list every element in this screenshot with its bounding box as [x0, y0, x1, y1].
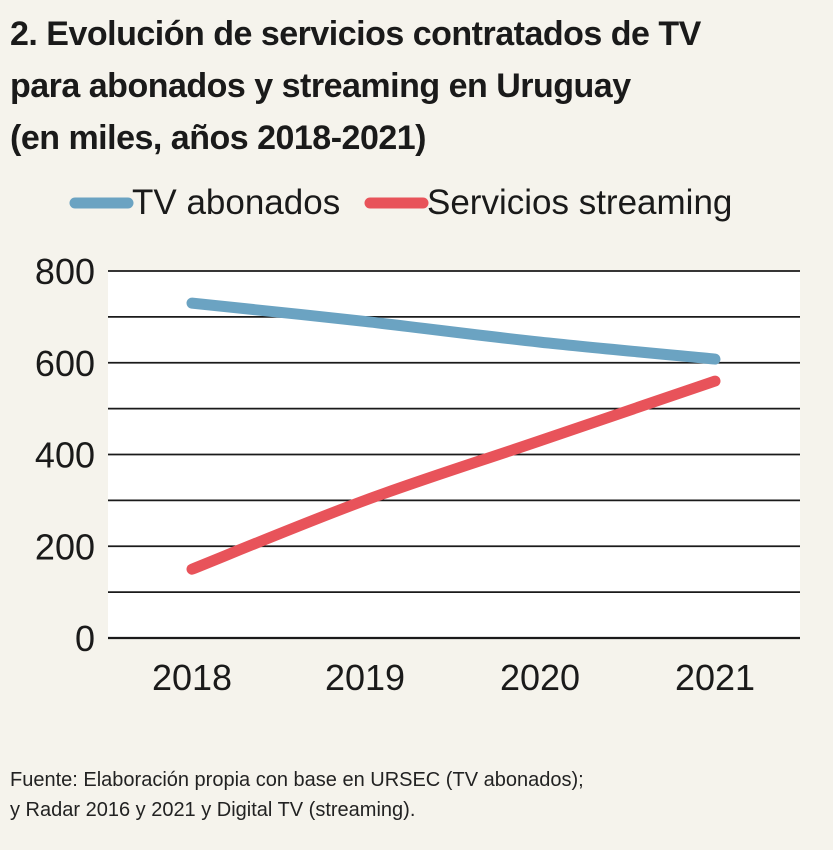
y-tick-label: 200 [35, 526, 95, 567]
x-tick-label: 2021 [675, 657, 755, 698]
y-tick-label: 400 [35, 435, 95, 476]
title-line-2: para abonados y streaming en Uruguay [10, 67, 631, 105]
series-line-tv-abonados [186, 297, 721, 365]
x-tick-label: 2018 [152, 657, 232, 698]
x-tick-label: 2019 [325, 657, 405, 698]
title-line-3: (en miles, años 2018-2021) [10, 119, 427, 157]
source-note: Fuente: Elaboración propia con base en U… [10, 765, 825, 825]
source-line-1: Fuente: Elaboración propia con base en U… [10, 769, 584, 791]
source-line-2: y Radar 2016 y 2021 y Digital TV (stream… [10, 799, 416, 821]
chart-title: 2. Evolución de servicios contratados de… [10, 8, 825, 164]
y-tick-label: 800 [35, 251, 95, 292]
legend-label: Servicios streaming [427, 183, 732, 222]
legend-label: TV abonados [132, 183, 340, 222]
x-tick-label: 2020 [500, 657, 580, 698]
line-chart: 0 200 400 600 800 2018 2019 2020 2021 TV abonados… [35, 183, 800, 698]
y-tick-label: 600 [35, 343, 95, 384]
series-line-servicios-streaming [186, 375, 721, 575]
title-line-1: 2. Evolución de servicios contratados de… [10, 15, 701, 53]
y-tick-label: 0 [75, 618, 95, 659]
